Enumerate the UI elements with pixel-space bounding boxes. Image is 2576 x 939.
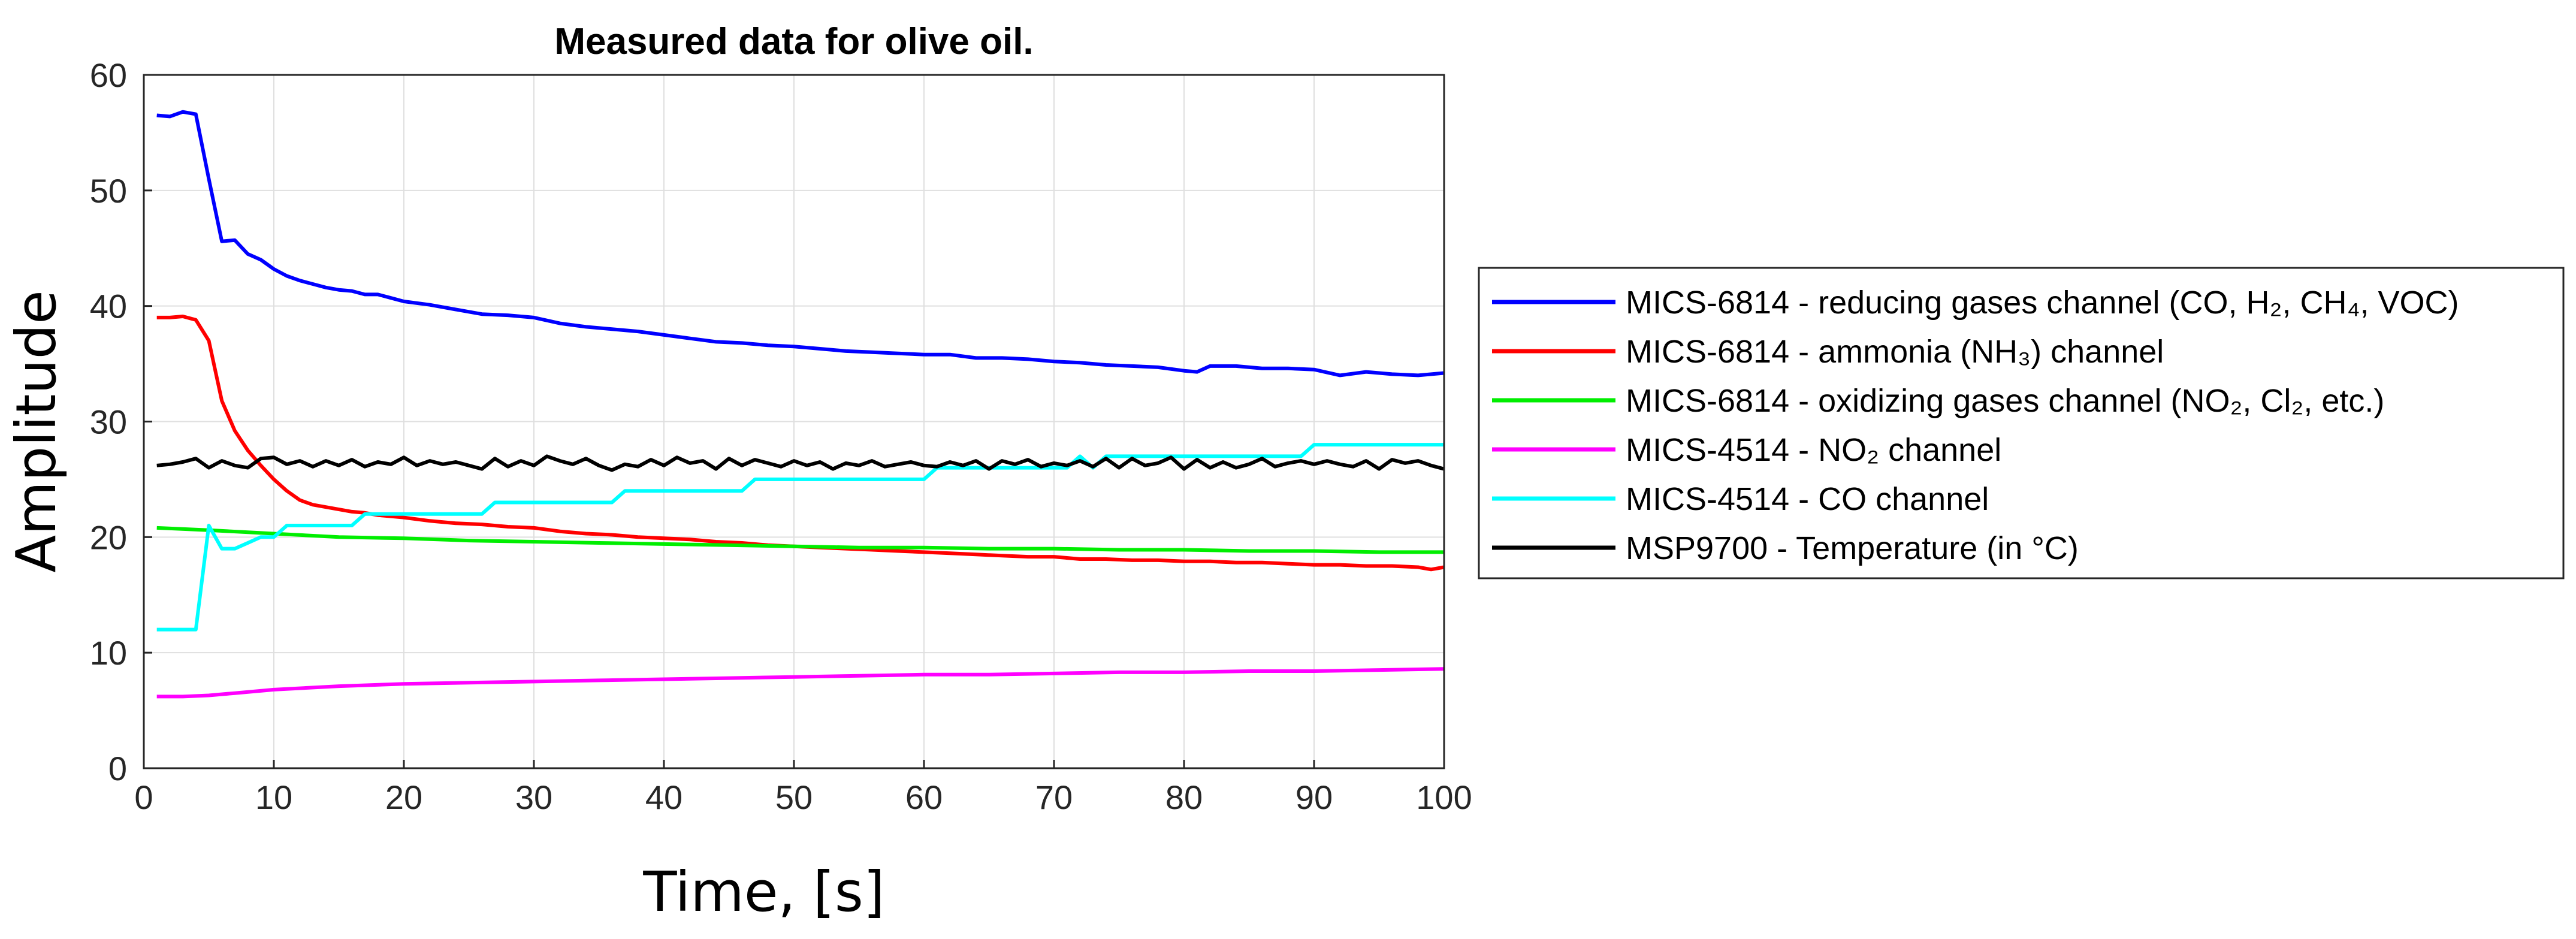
- y-tick-label: 30: [90, 403, 127, 441]
- x-tick-label: 90: [1295, 778, 1333, 816]
- series-line-2: [156, 526, 1444, 554]
- plot-frame: [143, 74, 1445, 769]
- x-tick-label: 30: [515, 778, 552, 816]
- series-line-1: [156, 315, 1445, 572]
- series-line-5: [156, 454, 1445, 472]
- x-tick-label: 50: [775, 778, 813, 816]
- x-axis-label: Time, [s]: [642, 860, 884, 924]
- series-line-3: [156, 667, 1445, 699]
- y-tick-label: 50: [90, 172, 127, 210]
- x-tick-label: 100: [1416, 778, 1472, 816]
- y-tick-label: 20: [90, 518, 127, 556]
- legend-entry-1: MICS-6814 - ammonia (NH₃) channel: [1626, 334, 2164, 370]
- plot-area: 0 10 20 30 40 50 60 70 80 90 100 0 10 20 30 40 50 60: [90, 56, 1472, 816]
- series-line-0: [156, 110, 1445, 378]
- x-tick-label: 20: [385, 778, 422, 816]
- legend-entry-0: MICS-6814 - reducing gases channel (CO, …: [1626, 285, 2459, 321]
- y-tick-label: 60: [90, 56, 127, 94]
- y-axis-label: Amplitude: [4, 290, 68, 572]
- y-tick-label: 0: [108, 750, 127, 787]
- legend: MICS-6814 - reducing gases channel (CO, …: [1478, 267, 2565, 579]
- legend-entry-3: MICS-4514 - NO₂ channel: [1626, 432, 2001, 468]
- legend-entry-2: MICS-6814 - oxidizing gases channel (NO₂…: [1626, 383, 2384, 419]
- x-tick-label: 80: [1165, 778, 1203, 816]
- x-tick-label: 40: [645, 778, 682, 816]
- chart-title: Measured data for olive oil.: [554, 21, 1033, 62]
- y-tick-label: 40: [90, 288, 127, 325]
- x-tick-label: 10: [255, 778, 292, 816]
- legend-entry-5: MSP9700 - Temperature (in °C): [1626, 530, 2079, 566]
- x-tick-label: 0: [134, 778, 153, 816]
- x-tick-label: 60: [905, 778, 943, 816]
- x-tick-label: 70: [1035, 778, 1073, 816]
- legend-entry-4: MICS-4514 - CO channel: [1626, 481, 1989, 517]
- legend-box: [1478, 267, 2565, 579]
- y-tick-label: 10: [90, 634, 127, 672]
